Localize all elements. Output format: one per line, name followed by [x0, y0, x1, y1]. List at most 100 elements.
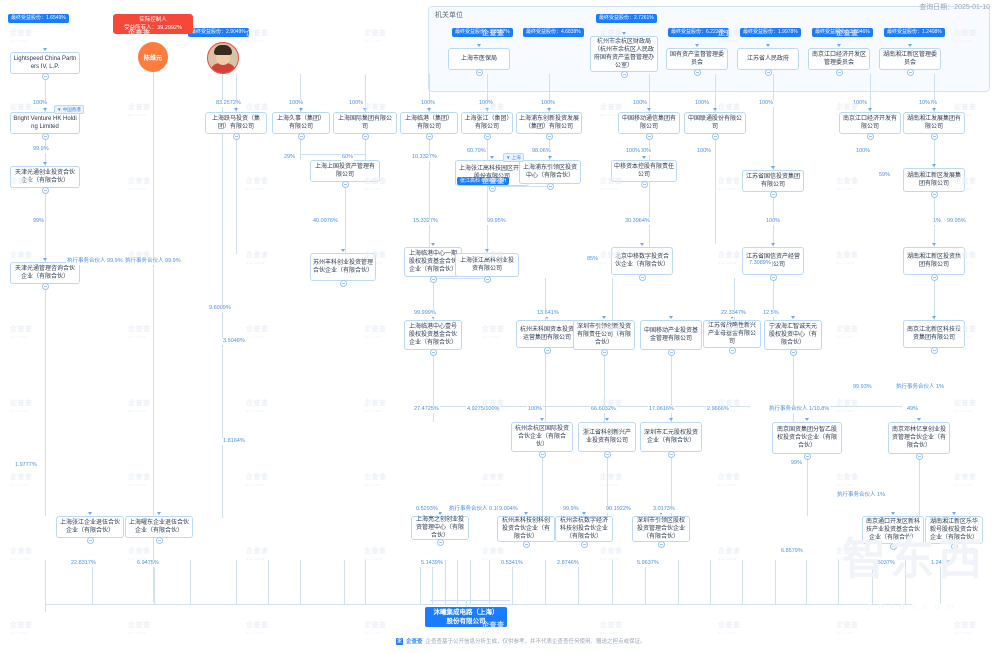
- expand-handle[interactable]: [340, 280, 347, 287]
- entity-node[interactable]: 苏州丰科创业投资管理合伙企业（有限合伙）: [310, 253, 376, 281]
- expand-handle[interactable]: [604, 451, 611, 458]
- entity-node[interactable]: 上海临港中心一期股权投资基金合伙企业（有限合伙）: [404, 247, 462, 277]
- expand-handle[interactable]: [646, 133, 653, 140]
- expand-handle[interactable]: [476, 69, 483, 76]
- expand-handle[interactable]: [546, 133, 553, 140]
- entity-node[interactable]: 江苏省战略性新兴产业母基金有限公司: [703, 320, 761, 348]
- expand-handle[interactable]: [484, 276, 491, 283]
- expand-handle[interactable]: [42, 133, 49, 140]
- entity-node[interactable]: 南京国资集团分智乙股权投资合伙企业（有限合伙）: [772, 422, 842, 454]
- entity-node[interactable]: 国有资产监督管理委员会: [666, 48, 728, 70]
- entity-node[interactable]: 湖南湘江新区投资集团有限公司: [903, 247, 965, 275]
- expand-handle[interactable]: [836, 69, 843, 76]
- entity-node[interactable]: 上海张江企业退伍合伙企业（有限合伙）: [56, 516, 124, 538]
- expand-handle[interactable]: [484, 133, 491, 140]
- entity-node[interactable]: 江苏省国信投资集团有限公司: [742, 170, 804, 192]
- entity-node[interactable]: 南京江北新区科技投资集团有限公司: [903, 320, 965, 348]
- entity-node[interactable]: 上海市医保局: [448, 48, 510, 70]
- entity-node[interactable]: 上海跃马投资（集团）有限公司: [205, 112, 267, 134]
- entity-node[interactable]: 上海临港中心壹号股权投资基金合伙企业（有限合伙）: [404, 320, 462, 350]
- main-company-node[interactable]: 沐曦集成电路（上海） 股份有限公司: [425, 607, 507, 627]
- expand-handle[interactable]: [712, 133, 719, 140]
- entity-node[interactable]: 上海张江（集团）有限公司: [461, 112, 513, 134]
- entity-node[interactable]: 杭州未科技创科创投资合伙企业（有限合伙）: [497, 516, 555, 542]
- entity-node[interactable]: 南京通口开发区新科技产业投资基金合伙企业（有限合伙）: [862, 516, 924, 544]
- expand-handle[interactable]: [658, 541, 665, 548]
- stock-code-chip[interactable]: 张江高科 600895.SH: [457, 177, 510, 185]
- entity-node[interactable]: 中国移动产业投资基金管理有限公司: [640, 320, 702, 350]
- entity-node[interactable]: 天津光通管理咨询合伙企业（有限合伙）: [10, 262, 80, 284]
- expand-handle[interactable]: [298, 133, 305, 140]
- expand-handle[interactable]: [430, 349, 437, 356]
- expand-handle[interactable]: [641, 181, 648, 188]
- expand-handle[interactable]: [890, 543, 897, 550]
- expand-handle[interactable]: [87, 537, 94, 544]
- entity-node[interactable]: 中国联通股份有限公司: [684, 112, 746, 134]
- entity-node[interactable]: 浙江省科创新兴产业投资有限公司: [578, 422, 636, 452]
- expand-handle[interactable]: [426, 133, 433, 140]
- entity-node[interactable]: 上海上国投资产管理有限公司: [310, 160, 380, 182]
- entity-node[interactable]: 南京邓林亿享创业投资管理合伙企业（有限合伙）: [888, 422, 950, 454]
- expand-handle[interactable]: [729, 347, 736, 354]
- entity-node[interactable]: 杭州未科国资本投资运营集团有限公司: [516, 320, 578, 348]
- entity-node[interactable]: 上海张江高科创业投资有限公司: [455, 253, 519, 277]
- expand-handle[interactable]: [437, 539, 444, 546]
- expand-handle[interactable]: [42, 187, 49, 194]
- expand-handle[interactable]: [916, 453, 923, 460]
- actual-controller-avatar[interactable]: 陈维元: [138, 42, 168, 72]
- entity-node[interactable]: 杭州市余杭区财政局（杭州市余杭区人民政府国有资产监督管理办公室）: [590, 36, 658, 72]
- expand-handle[interactable]: [907, 69, 914, 76]
- expand-handle[interactable]: [765, 69, 772, 76]
- entity-node[interactable]: 江苏省人民政府: [737, 48, 799, 70]
- expand-handle[interactable]: [581, 541, 588, 548]
- expand-handle[interactable]: [42, 283, 49, 290]
- expand-handle[interactable]: [233, 133, 240, 140]
- entity-node[interactable]: 上海国际集团有限公司: [333, 112, 397, 134]
- expand-handle[interactable]: [790, 349, 797, 356]
- entity-node[interactable]: 上海临港（集团）有限公司: [400, 112, 458, 134]
- entity-node[interactable]: 杭州余杭数字经济科技创投合伙企业（有限合伙）: [555, 516, 613, 542]
- entity-node[interactable]: 深圳市汇元股权投资企业（有限合伙）: [640, 422, 702, 452]
- entity-node[interactable]: 湖南湘江新区发展集团有限公司: [903, 168, 965, 192]
- entity-node[interactable]: 北京中移数字投资合伙企业（有限合伙）: [611, 247, 673, 275]
- expand-handle[interactable]: [489, 185, 496, 192]
- expand-handle[interactable]: [601, 349, 608, 356]
- expand-handle[interactable]: [770, 274, 777, 281]
- entity-node[interactable]: 上海浦东引领区投资中心（有限合伙）: [519, 160, 581, 184]
- entity-node[interactable]: 深圳市引领创新投资有限责任公司（有限合伙）: [573, 320, 635, 350]
- expand-handle[interactable]: [156, 537, 163, 544]
- expand-handle[interactable]: [668, 451, 675, 458]
- entity-node[interactable]: 中国移动通信集团有限公司: [618, 112, 680, 134]
- expand-handle[interactable]: [523, 541, 530, 548]
- expand-handle[interactable]: [362, 133, 369, 140]
- entity-node[interactable]: 宁波海汇智诚天元股权投资中心（有限合伙）: [764, 320, 822, 350]
- expand-handle[interactable]: [430, 276, 437, 283]
- expand-handle[interactable]: [621, 71, 628, 78]
- entity-node[interactable]: 上海曜东企业退伍合伙企业（有限合伙）: [125, 516, 193, 538]
- expand-handle[interactable]: [42, 73, 49, 80]
- entity-node[interactable]: 杭州余杭区国际投资合伙企业（有限合伙）: [511, 422, 573, 452]
- entity-node[interactable]: 湖南湘江新区管理委员会: [879, 48, 941, 70]
- entity-node[interactable]: Lightspeed China Partners IV, L.P.: [10, 52, 80, 74]
- expand-handle[interactable]: [342, 181, 349, 188]
- entity-node[interactable]: 上海亮之创创业投资管理中心（有限合伙）: [411, 516, 469, 540]
- expand-handle[interactable]: [804, 453, 811, 460]
- expand-handle[interactable]: [931, 133, 938, 140]
- expand-handle[interactable]: [547, 183, 554, 190]
- expand-handle[interactable]: [544, 347, 551, 354]
- expand-handle[interactable]: [770, 191, 777, 198]
- expand-handle[interactable]: [931, 274, 938, 281]
- entity-node[interactable]: 南京江口经济开发区管理委员会: [808, 48, 870, 70]
- expand-handle[interactable]: [539, 451, 546, 458]
- entity-node[interactable]: 南京江口经济开发有限公司: [839, 112, 901, 134]
- expand-handle[interactable]: [931, 191, 938, 198]
- entity-node[interactable]: 上海久事（集团）有限公司: [272, 112, 330, 134]
- entity-node[interactable]: 深圳市引领区股权投资管理合伙企业（有限合伙）: [632, 516, 690, 542]
- expand-handle[interactable]: [867, 133, 874, 140]
- expand-handle[interactable]: [951, 543, 958, 550]
- entity-node[interactable]: 湖南湘江新区乐华毅号股权投资合伙企业（有限合伙）: [925, 516, 983, 544]
- entity-node[interactable]: Bright Venture HK Holding Limited: [10, 112, 80, 134]
- shareholder-person-avatar[interactable]: [207, 42, 239, 74]
- expand-handle[interactable]: [668, 349, 675, 356]
- entity-node[interactable]: 天津光通创业投资合伙企业（有限合伙）: [10, 166, 80, 188]
